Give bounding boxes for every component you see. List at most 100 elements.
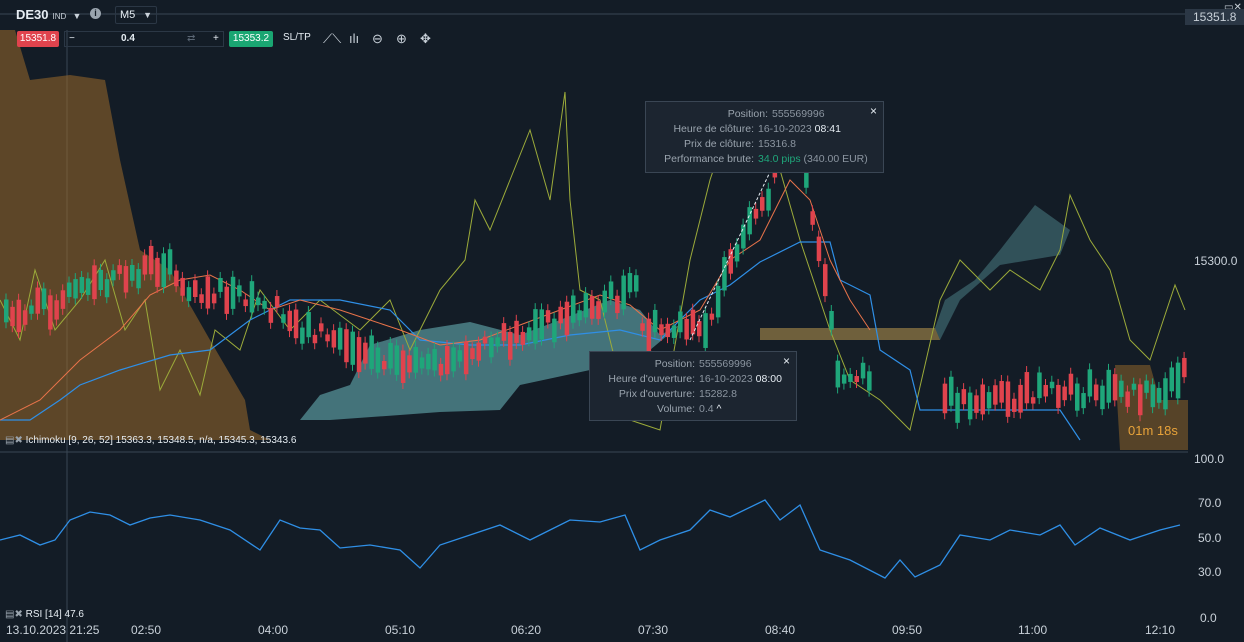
candle-bull	[1100, 385, 1105, 410]
candle-bull	[949, 376, 954, 406]
candle-bull	[432, 349, 437, 371]
candle-bear	[753, 208, 759, 219]
candle-bear	[564, 301, 570, 336]
sell-button[interactable]: 15351.8	[17, 31, 59, 47]
candle-bear	[854, 376, 859, 383]
candle-bull	[533, 309, 538, 344]
candle-bear	[545, 310, 551, 323]
candle-bull	[73, 279, 78, 299]
candle-bear	[211, 293, 217, 304]
info-icon[interactable]: i	[90, 8, 101, 19]
rsi-axis-100: 100.0	[1194, 452, 1225, 466]
candle-bear	[243, 299, 248, 307]
candle-bull	[29, 305, 34, 314]
candle-bear	[123, 266, 129, 293]
candle-bull	[571, 295, 576, 323]
candle-bull	[652, 309, 658, 333]
candle-bear	[382, 361, 387, 370]
sltp-button[interactable]: SL/TP	[283, 32, 311, 43]
decrease-button[interactable]: −	[69, 33, 75, 44]
candle-bear	[224, 286, 229, 314]
increase-button[interactable]: +	[213, 33, 219, 44]
candle-bull	[451, 347, 456, 372]
candle-bear	[274, 296, 280, 307]
price-level-label: 15300.0	[1194, 254, 1238, 268]
candle-bear	[1056, 384, 1061, 408]
timeframe-value: M5	[120, 9, 136, 21]
candle-bear	[810, 211, 815, 225]
candle-bull	[829, 311, 834, 330]
position-close-tooltip: × Position: 555569996 Heure de clôture: 16…	[645, 101, 884, 173]
rsi-axis-30: 30.0	[1198, 565, 1222, 579]
candle-bear	[1112, 374, 1118, 401]
chevron-down-icon: ▼	[143, 10, 152, 20]
quantity-stepper[interactable]: − 0.4 ⇄ +	[64, 31, 224, 47]
timeframe-selector[interactable]: M5 ▼	[115, 6, 157, 24]
candle-bull	[1075, 383, 1080, 411]
rsi-label[interactable]: ▤✖ RSI [14] 47.6	[5, 609, 84, 620]
candle-bull	[577, 310, 582, 321]
line-chart-icon[interactable]: ⟋⟍	[323, 31, 342, 46]
candle-bear	[659, 324, 664, 336]
close-icon[interactable]: ×	[782, 354, 790, 368]
candle-bear	[1125, 391, 1130, 407]
crosshair-icon[interactable]: ✥	[420, 31, 431, 46]
candle-bull	[161, 253, 166, 288]
candle-bull	[1106, 369, 1111, 403]
candle-bear	[665, 323, 670, 338]
chikou-line	[0, 91, 1186, 431]
chevron-up-icon[interactable]: ^	[716, 403, 722, 415]
candles-icon[interactable]: ılı	[349, 31, 360, 46]
last-price-badge: 15351.8	[1185, 9, 1244, 25]
candle-bull	[4, 299, 9, 323]
ichimoku-label[interactable]: ▤✖ Ichimoku [9, 26, 52] 15363.3, 15348.5…	[5, 435, 297, 446]
candle-bull	[186, 287, 192, 302]
time-label: 06:20	[511, 623, 542, 637]
rsi-axis-70: 70.0	[1198, 496, 1222, 510]
candle-bull	[703, 313, 708, 348]
candle-bear	[363, 342, 368, 364]
time-label: 13.10.2023 21:25	[6, 623, 100, 637]
settings-icon[interactable]: ▤✖	[5, 609, 23, 620]
candle-bear	[823, 264, 828, 297]
swap-icon[interactable]: ⇄	[187, 33, 196, 44]
rsi-panel	[0, 499, 1181, 579]
candle-bull	[715, 285, 721, 318]
candle-bull	[104, 279, 110, 298]
candle-bear	[268, 307, 274, 323]
window-restore-icon[interactable]: ▭✕	[1224, 2, 1242, 13]
candle-bear	[514, 320, 519, 343]
rsi-axis-0: 0.0	[1200, 611, 1217, 625]
candle-bull	[967, 392, 973, 420]
candle-bull	[457, 350, 463, 362]
candle-bear	[596, 301, 601, 319]
candle-bull	[804, 171, 809, 188]
candle-bull	[627, 273, 633, 293]
candle-bull	[634, 275, 639, 292]
candle-bear	[1018, 384, 1023, 413]
zoom-out-icon[interactable]: ⊖	[372, 31, 383, 46]
zoom-in-icon[interactable]: ⊕	[396, 31, 407, 46]
candle-bear	[10, 306, 15, 327]
candle-bull	[860, 362, 866, 379]
candle-bear	[684, 318, 689, 340]
candle-bull	[1049, 381, 1055, 389]
candle-bull	[300, 327, 305, 344]
symbol-name: DE30	[16, 7, 49, 22]
candle-bull	[136, 269, 141, 289]
candle-bear	[558, 306, 563, 324]
candle-bear	[1182, 357, 1187, 378]
candle-bull	[426, 353, 431, 370]
candle-bull	[419, 357, 425, 369]
candle-bear	[199, 294, 204, 303]
candle-bear	[589, 296, 595, 319]
buy-button[interactable]: 15353.2	[229, 31, 273, 47]
candle-bear	[54, 300, 59, 320]
close-icon[interactable]: ×	[869, 104, 877, 118]
candle-bear	[476, 342, 481, 361]
quantity-input[interactable]: 0.4	[121, 33, 135, 44]
symbol-selector[interactable]: DE30 IND ▼	[16, 7, 81, 22]
candle-timer: 01m 18s	[1128, 423, 1178, 438]
settings-icon[interactable]: ▤✖	[5, 435, 23, 446]
